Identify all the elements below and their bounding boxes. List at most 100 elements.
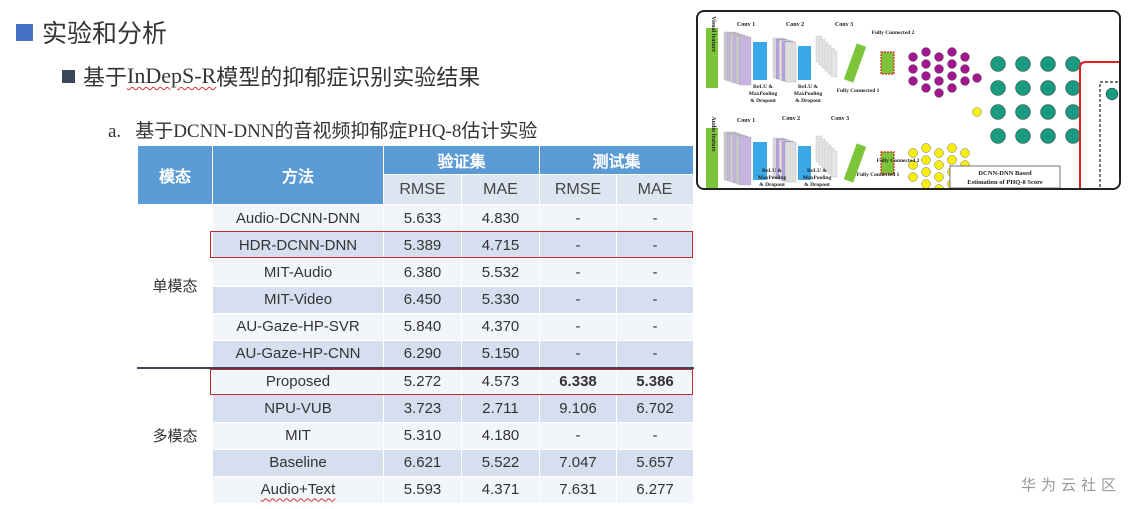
dnn-neuron — [1015, 80, 1031, 96]
conv2-label: Conv 2 — [782, 116, 800, 122]
h2-suffix: 模型的抑郁症识别实验结果 — [216, 65, 481, 90]
cell-test-mae: - — [616, 339, 694, 369]
dnn-neuron — [1040, 104, 1056, 120]
cell-method: NPU-VUB — [212, 394, 384, 423]
output-neuron — [1105, 87, 1119, 101]
conv-block — [798, 146, 811, 180]
cell-test-rmse: - — [539, 339, 617, 369]
visual-neuron — [921, 83, 931, 93]
header-val-mae: MAE — [461, 174, 540, 205]
h2-model: InDepS-R — [127, 63, 217, 88]
header-test-rmse: RMSE — [539, 174, 617, 205]
table-row: AU-Gaze-HP-CNN 6.290 5.150- - — [138, 339, 694, 369]
cell-test-rmse: - — [539, 421, 617, 450]
cell-test-rmse: - — [539, 231, 617, 260]
dnn-neuron — [1065, 104, 1081, 120]
table-row: MIT-Audio 6.380 5.532- - — [138, 258, 694, 287]
conv-layer — [784, 41, 797, 83]
fc1-label: Fully Connected 1 — [837, 88, 880, 94]
cell-method: Proposed — [212, 366, 384, 396]
visual-neuron — [934, 88, 944, 98]
cell-val-mae: 4.715 — [461, 231, 540, 260]
cell-val-rmse: 5.633 — [383, 203, 462, 233]
audio-neuron — [960, 148, 970, 158]
bullet-square-icon — [16, 23, 33, 41]
cell-val-rmse: 5.593 — [383, 475, 462, 505]
caption-line-2: Estimation of PHQ-8 Score — [967, 179, 1043, 186]
dnn-neuron — [1065, 128, 1081, 144]
red-bracket — [1079, 61, 1119, 188]
conv-layer — [784, 141, 797, 183]
fc2-label: Fully Connected 2 — [872, 30, 915, 36]
cell-val-rmse: 5.389 — [383, 231, 462, 260]
visual-neuron — [960, 76, 970, 86]
subsection-title: 基于 InDepS-R 模型的抑郁症识别实验结果 — [62, 60, 480, 92]
relu-label: ReLU & — [798, 84, 818, 90]
cell-val-rmse: 5.310 — [383, 421, 462, 450]
cell-method: AU-Gaze-HP-SVR — [212, 312, 384, 341]
audio-neuron — [908, 172, 918, 182]
caption-line-1: DCNN-DNN Based — [978, 170, 1032, 177]
watermark: 华为云社区 — [1020, 477, 1121, 494]
visual-neuron — [921, 71, 931, 81]
conv1-label: Conv 1 — [737, 22, 755, 28]
list-label: a. — [108, 121, 122, 142]
audio-neuron — [921, 143, 931, 153]
experiment-title-text: 基于DCNN-DNN的音视频抑郁症PHQ-8估计实验 — [135, 121, 538, 142]
cell-test-mae: 6.702 — [616, 394, 694, 423]
dnn-neuron — [990, 104, 1006, 120]
cell-test-rmse: 6.338 — [539, 366, 617, 396]
dnn-neuron — [1015, 56, 1031, 72]
visual-neuron — [947, 83, 957, 93]
header-method: 方法 — [212, 145, 384, 205]
visual-neuron — [960, 52, 970, 62]
audio-feature-label: Audio feature — [710, 116, 716, 152]
dnn-neuron — [1040, 80, 1056, 96]
audio-output-neuron — [972, 107, 982, 117]
conv-layer — [830, 50, 838, 78]
cell-val-mae: 4.180 — [461, 421, 540, 450]
dnn-neuron — [1040, 128, 1056, 144]
visual-neuron — [908, 64, 918, 74]
cell-val-rmse: 6.380 — [383, 258, 462, 287]
audio-neuron — [934, 184, 944, 188]
maxpool-label: MaxPooling — [749, 91, 778, 97]
dnn-neuron — [990, 128, 1006, 144]
dnn-neuron — [1015, 128, 1031, 144]
cell-val-mae: 5.330 — [461, 285, 540, 314]
cell-test-rmse: 9.106 — [539, 394, 617, 423]
cell-test-rmse: 7.631 — [539, 475, 617, 505]
maxpool-label: MaxPooling — [758, 175, 787, 181]
h2-prefix: 基于 — [83, 65, 128, 90]
visual-neuron — [921, 47, 931, 57]
header-modality: 模态 — [137, 145, 213, 205]
visual-neuron — [947, 59, 957, 69]
visual-neuron — [908, 52, 918, 62]
visual-neuron — [908, 76, 918, 86]
dnn-neuron — [1015, 104, 1031, 120]
results-table: 模态 方法 验证集 测试集 RMSE MAE RMSE MAE 单模态 Audio… — [137, 145, 694, 505]
visual-neuron — [921, 59, 931, 69]
audio-neuron — [921, 155, 931, 165]
visual-neuron — [934, 76, 944, 86]
dnn-neuron — [990, 56, 1006, 72]
conv-layer — [738, 36, 752, 86]
cell-method: Audio-DCNN-DNN — [212, 203, 384, 233]
audio-neuron — [908, 160, 918, 170]
audio-neuron — [934, 160, 944, 170]
dcnn-dnn-diagram: Visual feature Audio feature Conv 1 Conv 2 C… — [696, 10, 1121, 190]
conv1-label: Conv 1 — [737, 118, 755, 124]
cell-test-mae: 5.657 — [616, 448, 694, 477]
conv2-label: Conv 2 — [786, 22, 804, 28]
cell-method: Baseline — [212, 448, 384, 477]
cell-val-rmse: 6.290 — [383, 339, 462, 369]
cell-method: AU-Gaze-HP-CNN — [212, 339, 384, 369]
cell-val-rmse: 5.272 — [383, 366, 462, 396]
header-validation: 验证集 — [383, 145, 540, 175]
cell-val-mae: 5.522 — [461, 448, 540, 477]
section-title: 实验和分析 — [16, 14, 167, 50]
maxpool-label: MaxPooling — [794, 91, 823, 97]
cell-test-rmse: - — [539, 258, 617, 287]
dropout-label: & Dropout — [795, 98, 821, 104]
cell-val-mae: 2.711 — [461, 394, 540, 423]
